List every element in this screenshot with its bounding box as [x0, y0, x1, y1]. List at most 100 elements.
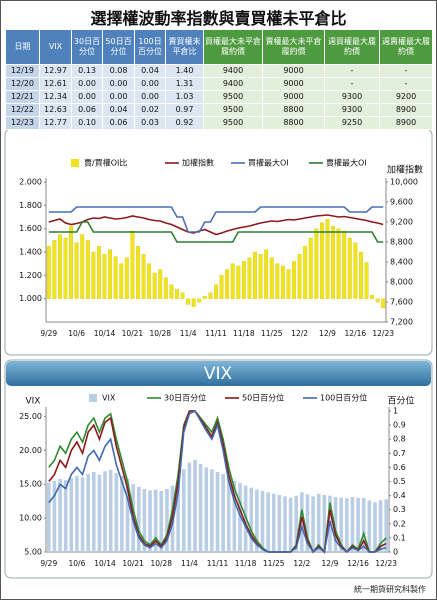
legend-label: 賣權最大OI: [326, 158, 367, 168]
bar: [80, 477, 85, 552]
bar: [158, 269, 163, 299]
bar: [249, 487, 254, 552]
bar: [186, 298, 191, 305]
table-cell: 12/20: [5, 77, 40, 91]
x-tick-label: 11/25: [263, 559, 285, 568]
bar: [125, 478, 130, 552]
legend-swatch: [71, 159, 79, 167]
bar: [275, 263, 280, 299]
bar: [373, 502, 377, 552]
y2-tick-label: 0.6: [393, 463, 406, 472]
table-row: 12/19 12.97 0.13 0.08 0.04 1.40 9400 9000- -: [5, 64, 433, 78]
bar: [75, 476, 79, 552]
x-tick-label: 12/16: [345, 329, 367, 338]
bar: [47, 482, 51, 552]
bar: [52, 240, 57, 299]
bar: [181, 469, 186, 552]
bar: [297, 254, 302, 299]
legend-label: 買權最大OI: [248, 158, 289, 168]
x-tick-label: 12/16: [347, 559, 369, 568]
table-cell: 0.10: [71, 116, 103, 130]
bar: [204, 467, 209, 552]
y-tick-label: 25.00: [19, 412, 42, 421]
x-tick-label: 12/23: [372, 329, 394, 338]
table-cell: 9500: [203, 103, 263, 117]
column-header: 日期: [5, 29, 40, 65]
y2-tick-label: 8,400: [390, 258, 413, 267]
x-tick-label: 10/28: [149, 329, 171, 338]
y-tick-label: 20.00: [19, 446, 42, 455]
legend-label: 50日百分位: [242, 393, 284, 403]
bar: [163, 277, 168, 299]
column-header: 賣買權未平倉比: [165, 29, 204, 65]
bar: [91, 251, 96, 299]
table-row: 12/21 12.34 0.00 0.00 0.00 1.03 9500 9000 9300 92…: [5, 90, 433, 104]
table-cell: -: [324, 77, 380, 91]
bar: [86, 474, 90, 552]
table-cell: 12/22: [5, 103, 40, 117]
bar: [191, 298, 196, 307]
x-tick-label: 11/11: [205, 329, 227, 338]
table-cell: 9300: [324, 103, 380, 117]
table-cell: 0.00: [71, 90, 103, 104]
bar: [384, 499, 388, 552]
bar: [63, 237, 68, 299]
x-tick-label: 10/21: [122, 329, 144, 338]
legend-label: VIX: [102, 394, 116, 403]
y2-tick-label: 0.2: [393, 519, 406, 528]
y2-tick-label: 7,600: [390, 298, 413, 307]
table-cell: 12.63: [39, 103, 72, 117]
bar: [342, 230, 347, 299]
table-cell: 0.04: [102, 103, 135, 117]
table-cell: 12.34: [39, 90, 72, 104]
bar: [350, 497, 355, 552]
line: [48, 410, 387, 554]
bar: [300, 492, 304, 552]
bar: [247, 257, 252, 299]
bar: [202, 296, 207, 299]
x-tick-label: 12/9: [319, 329, 336, 338]
column-header: 週賣權最大履約價: [379, 29, 433, 65]
bar: [378, 500, 383, 552]
table-cell: 0.03: [134, 116, 166, 130]
x-tick-label: 9/29: [40, 559, 57, 568]
bar: [325, 219, 330, 299]
bar: [136, 486, 141, 552]
bar: [336, 228, 341, 299]
bar: [46, 246, 51, 299]
table-cell: 0.97: [165, 103, 204, 117]
bar: [316, 493, 321, 552]
table-cell: 0.00: [71, 77, 103, 91]
bar: [370, 295, 374, 299]
bar: [108, 469, 113, 552]
table-cell: 12.97: [39, 64, 72, 78]
bar: [264, 249, 269, 299]
bar: [361, 497, 366, 552]
bar: [208, 292, 213, 299]
bar: [108, 249, 113, 299]
bar: [113, 256, 118, 299]
bar: [210, 469, 214, 552]
bar: [165, 488, 169, 552]
y2-axis-label: 加權指數: [387, 164, 423, 176]
footer: 統一期貨研究科製作: [354, 585, 426, 594]
bar: [241, 261, 246, 299]
bar: [226, 477, 231, 552]
x-tick-label: 11/18: [233, 329, 255, 338]
bar: [63, 480, 68, 552]
bar: [381, 298, 386, 309]
x-tick-label: 11/25: [261, 329, 283, 338]
x-tick-label: 12/2: [293, 559, 310, 568]
bar: [74, 242, 79, 299]
bar: [319, 222, 324, 299]
column-header: 50日百分位: [102, 29, 135, 65]
bar: [102, 254, 107, 299]
bar: [322, 495, 327, 552]
bar: [260, 490, 265, 552]
table-cell: -: [324, 64, 380, 78]
bar: [141, 254, 146, 299]
bar: [193, 459, 197, 552]
x-tick-label: 12/23: [375, 559, 397, 568]
x-tick-label: 10/28: [150, 559, 172, 568]
